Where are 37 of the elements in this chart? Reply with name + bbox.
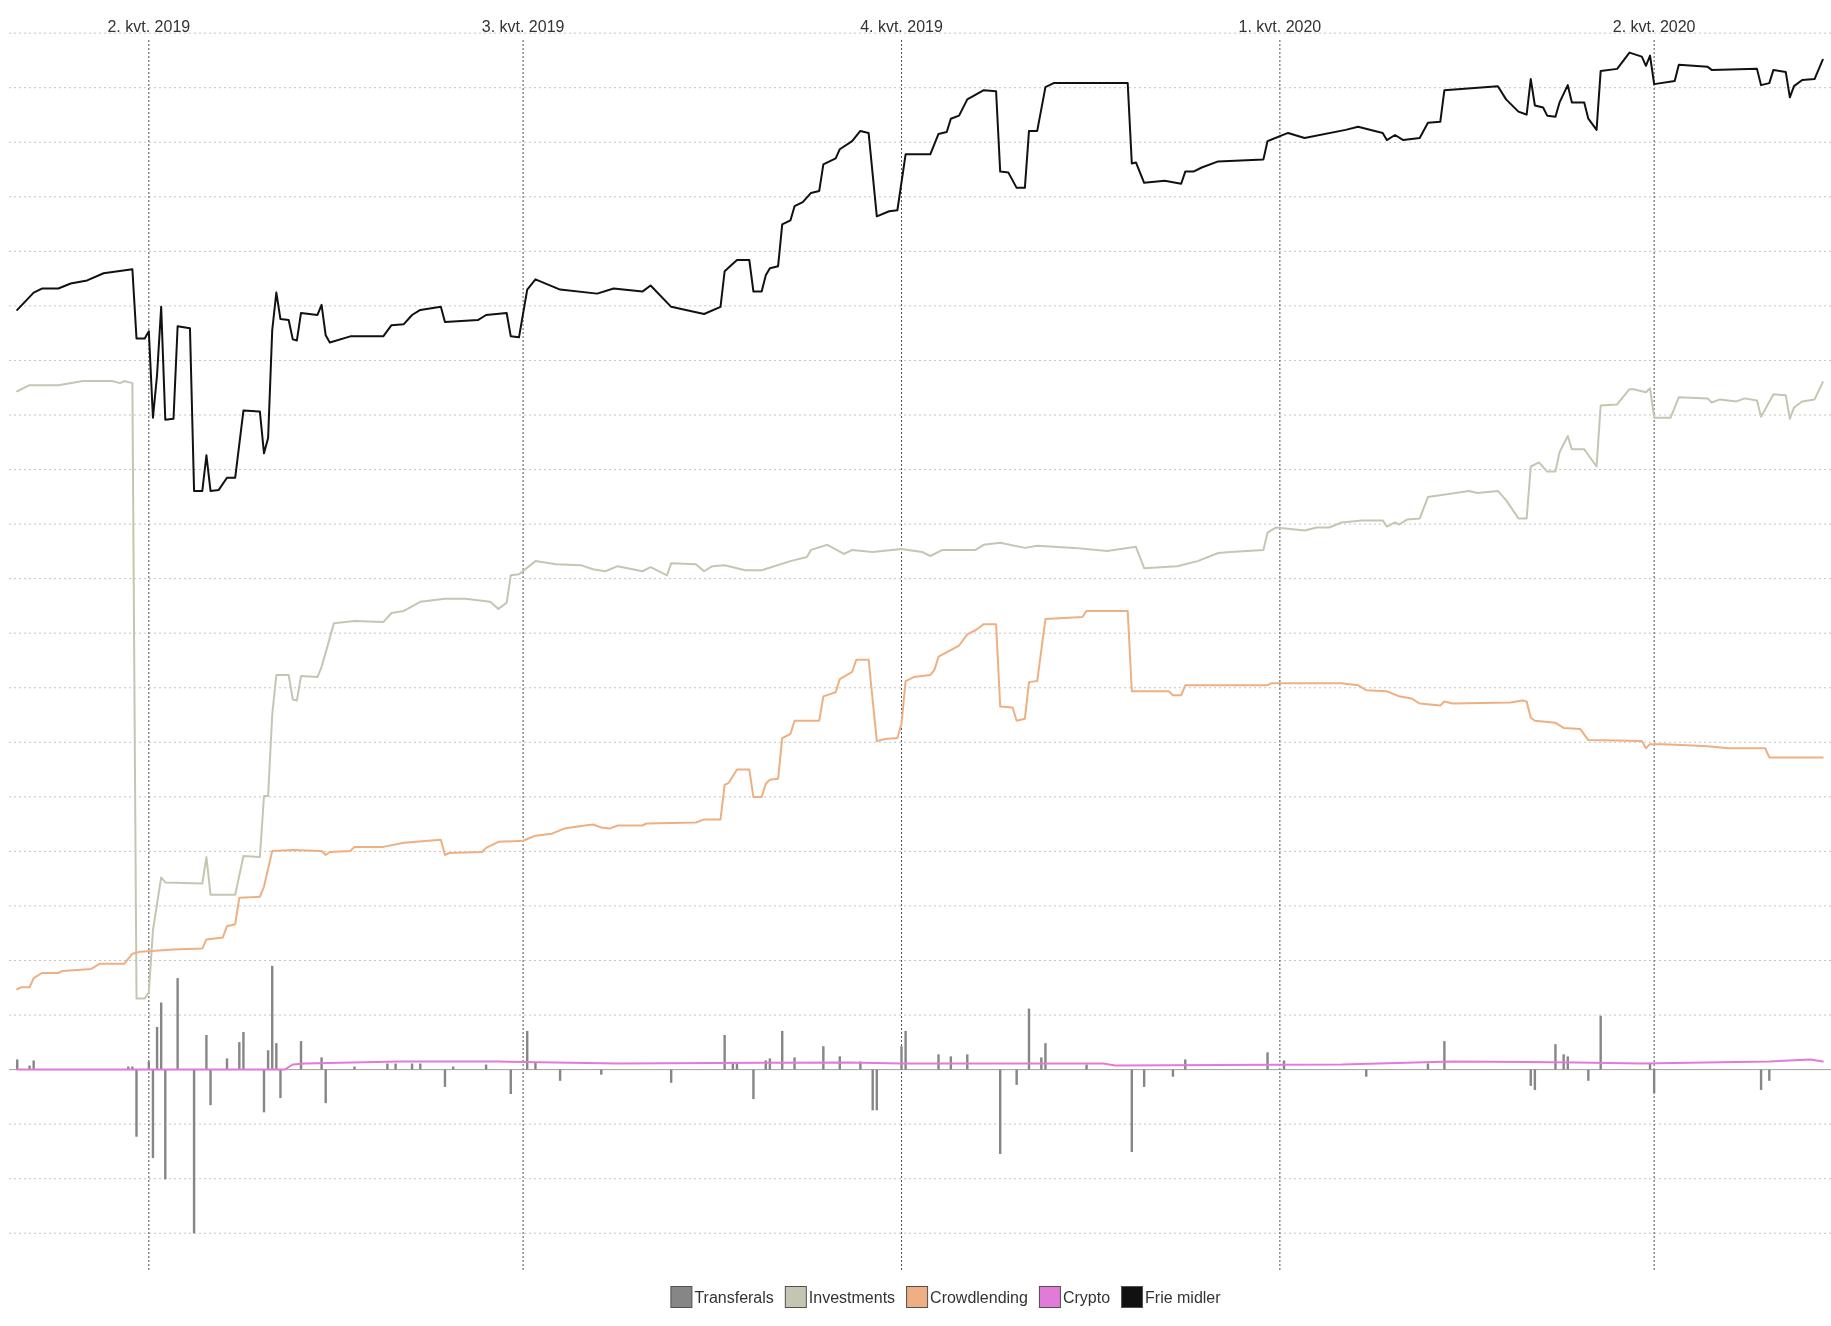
x-tick-label: 2. kvt. 2020 [1612, 17, 1696, 35]
bar [353, 1066, 356, 1070]
legend-label: Transferals [694, 1288, 774, 1306]
bar [1426, 1063, 1430, 1070]
bar [386, 1063, 389, 1070]
bar [394, 1063, 397, 1070]
bar [176, 978, 179, 1070]
bar [32, 1060, 35, 1070]
bar [1085, 1064, 1088, 1070]
bar [135, 1069, 138, 1137]
x-tick-label: 3. kvt. 2019 [481, 17, 565, 35]
bar [275, 1043, 278, 1070]
bar [1599, 1015, 1602, 1070]
bar [1554, 1044, 1557, 1070]
bar [1044, 1043, 1047, 1070]
bar [904, 1030, 907, 1070]
bar [1768, 1069, 1771, 1081]
bar [324, 1069, 327, 1104]
bar [822, 1046, 825, 1070]
legend-label: Crypto [1062, 1288, 1111, 1306]
bar [205, 1035, 208, 1070]
x-tick-label: 1. kvt. 2020 [1238, 17, 1322, 35]
bar [1443, 1041, 1446, 1070]
bar [723, 1035, 726, 1070]
bar [242, 1031, 245, 1070]
legend-label: Investments [808, 1288, 896, 1306]
bar [279, 1069, 282, 1099]
bar [1015, 1069, 1018, 1085]
x-tick-label: 4. kvt. 2019 [860, 17, 943, 35]
x-tick-label: 2. kvt. 2019 [107, 17, 191, 35]
bar [410, 1063, 414, 1070]
legend-label: Frie midler [1145, 1288, 1222, 1306]
bar [419, 1063, 422, 1070]
bar [1587, 1069, 1590, 1081]
bar [209, 1069, 212, 1106]
bar [752, 1069, 755, 1100]
legend-label: Crowdlending [930, 1288, 1028, 1306]
